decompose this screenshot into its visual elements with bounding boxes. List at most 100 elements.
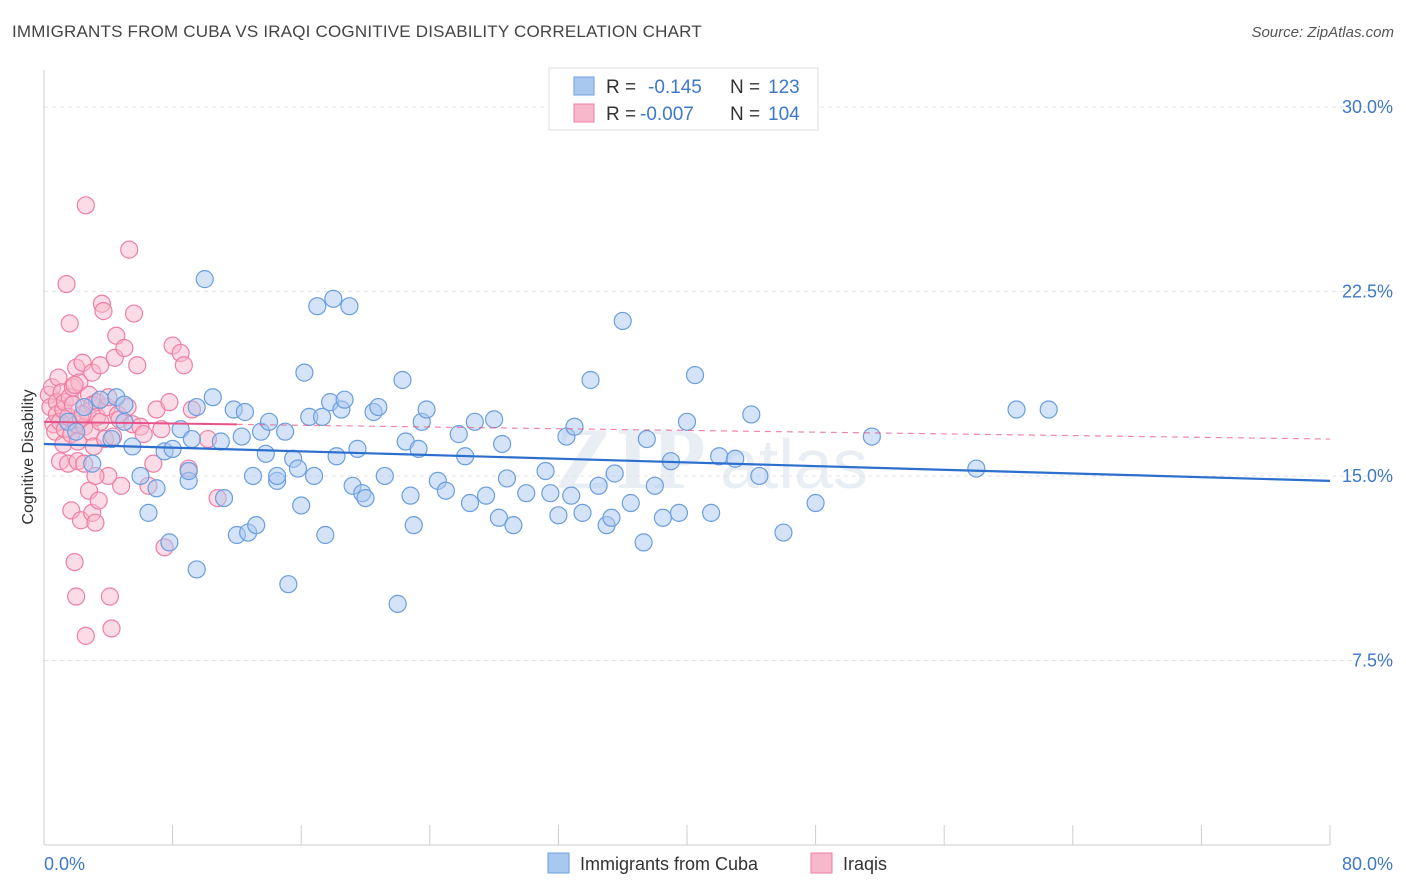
cuba-point — [806, 493, 825, 513]
cuba-trend-line — [43, 442, 1331, 482]
cuba-point — [295, 363, 314, 382]
legend-swatch-cuba — [573, 76, 595, 96]
cuba-point — [356, 488, 375, 508]
cuba-point — [465, 412, 484, 431]
source-label: Source: ZipAtlas.com — [1251, 24, 1394, 41]
cuba-point — [605, 464, 624, 483]
cuba-point — [335, 390, 354, 409]
cuba-point — [634, 533, 653, 552]
iraqis-point — [60, 314, 79, 333]
cuba-point — [742, 405, 761, 424]
iraqis-point — [124, 304, 144, 323]
iraqis-point — [89, 491, 108, 510]
cuba-point — [404, 516, 423, 535]
iraqis-point — [134, 425, 153, 444]
cuba-point — [279, 575, 298, 594]
cuba-point — [476, 486, 496, 505]
legend-r-label-iraq: R = — [606, 104, 636, 125]
cuba-point — [417, 400, 436, 419]
cuba-point — [312, 407, 332, 427]
legend-n-value-cuba: 123 — [768, 77, 800, 98]
cuba-point — [115, 395, 134, 414]
cuba-point — [214, 488, 234, 508]
cuba-point — [581, 370, 600, 390]
y-tick-label: 15.0% — [1342, 466, 1393, 486]
cuba-point — [369, 397, 388, 417]
legend-r-value-cuba: -0.145 — [648, 77, 702, 98]
cuba-point — [348, 439, 367, 458]
cuba-point — [1039, 400, 1058, 419]
bottom-legend-label-cuba: Immigrants from Cuba — [580, 854, 759, 874]
cuba-point — [621, 493, 640, 513]
y-tick-label: 22.5% — [1342, 281, 1393, 301]
cuba-point — [493, 434, 512, 454]
cuba-point — [187, 397, 206, 417]
cuba-point — [160, 533, 179, 552]
cuba-point — [774, 523, 793, 542]
cuba-point — [685, 365, 705, 385]
cuba-point — [613, 311, 632, 331]
cuba-point — [182, 429, 201, 449]
bottom-legend: Immigrants from Cuba Iraqis — [547, 852, 887, 874]
iraqis-trend-line-solid — [43, 420, 237, 426]
cuba-point — [267, 466, 287, 486]
legend-r-value-iraq: -0.007 — [640, 104, 694, 125]
cuba-point — [393, 370, 412, 390]
cuba-point — [308, 297, 327, 316]
iraqis-point — [67, 587, 86, 606]
cuba-point — [388, 594, 407, 613]
cuba-point — [541, 484, 560, 503]
cuba-point — [316, 525, 335, 545]
cuba-point — [211, 432, 230, 451]
cuba-point — [75, 397, 94, 417]
cuba-point — [589, 476, 608, 495]
chart-title: IMMIGRANTS FROM CUBA VS IRAQI COGNITIVE … — [12, 22, 702, 41]
cuba-point — [573, 503, 592, 522]
legend-n-value-iraq: 104 — [768, 104, 800, 125]
cuba-point — [497, 469, 517, 488]
cuba-point — [637, 429, 656, 449]
iraqis-point — [100, 587, 120, 606]
cuba-point — [702, 503, 721, 522]
cuba-point — [340, 297, 359, 316]
legend-swatch-iraq — [573, 103, 595, 123]
grid-lines — [44, 106, 1390, 661]
cuba-point — [653, 508, 672, 527]
cuba-point — [179, 461, 198, 481]
cuba-point — [147, 479, 166, 498]
iraqis-point — [120, 240, 139, 259]
y-tick-label: 7.5% — [1352, 650, 1393, 670]
iraqis-point — [152, 420, 171, 439]
iraqis-point — [174, 356, 193, 375]
cuba-point — [292, 496, 311, 515]
iraqis-point — [144, 454, 163, 473]
iraqis-point — [76, 196, 95, 215]
cuba-point — [203, 388, 222, 407]
iraqis-point — [112, 476, 131, 495]
cuba-point — [324, 289, 343, 308]
legend-r-label-cuba: R = — [606, 77, 636, 98]
cuba-point — [669, 503, 689, 522]
iraqis-point — [76, 626, 95, 645]
cuba-point — [259, 412, 279, 431]
cuba-point — [375, 466, 394, 486]
y-tick-label: 30.0% — [1342, 97, 1393, 117]
cuba-point — [536, 461, 555, 481]
cuba-point — [243, 466, 263, 486]
cuba-point — [862, 427, 881, 446]
cuba-point — [517, 484, 536, 503]
cuba-point — [83, 454, 102, 473]
cuba-point — [489, 508, 509, 527]
cuba-point — [504, 516, 523, 535]
cuba-point — [409, 439, 428, 458]
cuba-point — [102, 429, 121, 449]
cuba-point — [195, 270, 214, 289]
cuba-point — [288, 459, 308, 478]
cuba-point — [304, 466, 324, 486]
cuba-point — [549, 506, 568, 525]
iraqis-point — [160, 393, 179, 412]
iraqis-point — [128, 356, 147, 375]
legend-n-label-cuba: N = — [730, 77, 760, 98]
cuba-point — [276, 422, 295, 441]
